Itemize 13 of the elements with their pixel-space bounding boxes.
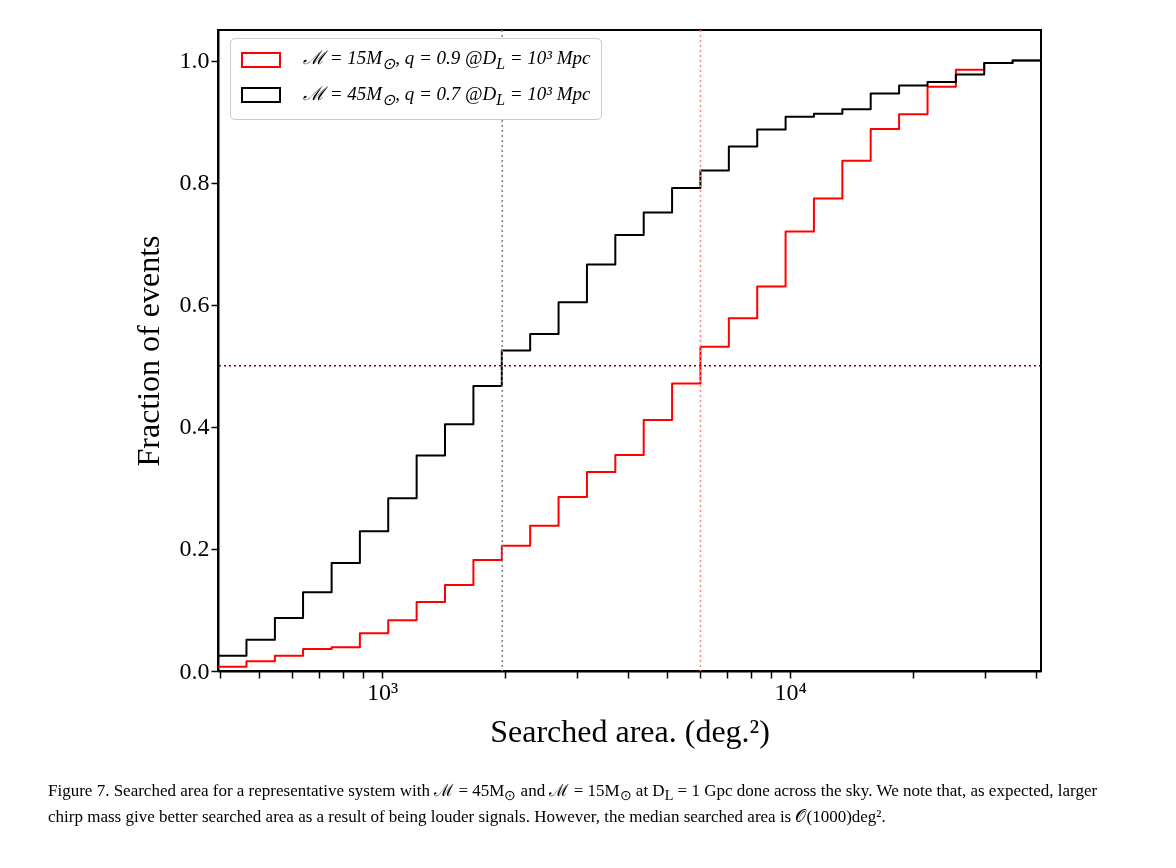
y-tick-label: 0.2 (179, 535, 210, 562)
x-axis-title: Searched area. (deg.²) (490, 712, 770, 749)
y-tick-label: 0.8 (179, 169, 210, 196)
y-tick-label: 1.0 (179, 47, 210, 74)
y-tick-label: 0.0 (179, 657, 210, 684)
caption: Figure 7. Searched area for a representative system with ℳ = 45M$_{⊙}$ and ℳ = 15M$_{⊙}$ at D$_{L}$ = 1 Gpc done across the sky. We note that, as expected, larger chirp mass give better searched area as a result of being louder signals. However, the median searched area is 𝒪(1000)deg². (48, 780, 1099, 829)
y-tick-label: 0.6 (179, 291, 210, 318)
legend-label: ℳ = 15M$_{⊙}$, q = 0.9 @D$_{L}$ = 10³ Mpc (303, 47, 591, 72)
x-tick-label: 10⁴ (774, 678, 807, 705)
y-tick-label: 0.4 (179, 413, 210, 440)
legend-label: ℳ = 45M$_{⊙}$, q = 0.7 @D$_{L}$ = 10³ Mpc (303, 82, 591, 108)
x-tick-label: 10³ (367, 678, 399, 705)
y-axis-title: Fraction of events (129, 235, 166, 467)
